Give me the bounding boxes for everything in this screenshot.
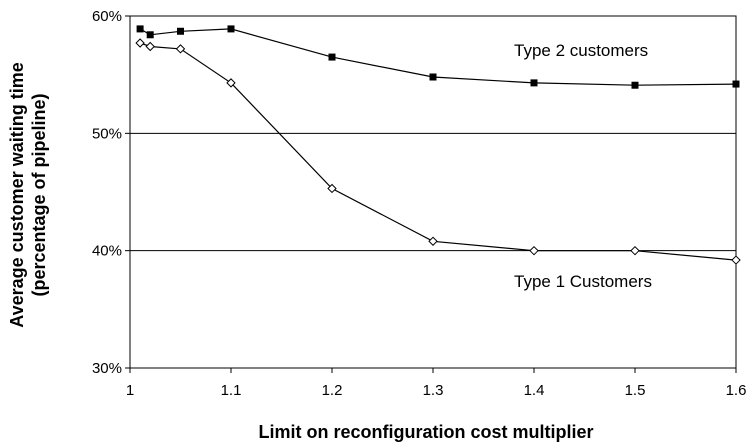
gridlines <box>130 15 736 369</box>
data-point <box>226 78 236 88</box>
x-tick-label: 1.5 <box>625 382 646 399</box>
data-point <box>145 41 155 52</box>
data-point <box>146 31 154 39</box>
data-point <box>529 245 539 256</box>
data-point <box>732 80 740 88</box>
data-point <box>136 25 144 33</box>
x-tick-label: 1.1 <box>221 382 242 399</box>
plot-area <box>129 15 737 369</box>
y-tick-label: 50% <box>92 125 122 142</box>
data-point <box>177 27 184 35</box>
data-point <box>135 38 145 48</box>
series-label-type1: Type 1 Customers <box>514 272 652 291</box>
data-point <box>631 81 639 89</box>
y-axis-title-line2: (percentage of pipeline) <box>29 93 49 296</box>
data-point <box>327 183 337 194</box>
x-axis-tick-labels: 1 1.1 1.2 1.3 1.4 1.5 1.6 <box>126 368 747 399</box>
data-point <box>530 79 538 87</box>
y-tick-label: 40% <box>92 243 122 260</box>
data-point <box>630 245 640 256</box>
y-tick-label: 30% <box>92 360 122 377</box>
series-type2 <box>136 25 740 89</box>
series-label-type2: Type 2 customers <box>514 41 648 60</box>
data-point <box>731 255 741 265</box>
x-tick-label: 1.2 <box>322 382 343 399</box>
x-tick-label: 1.6 <box>726 382 747 399</box>
x-tick-label: 1 <box>126 382 134 399</box>
series-type1 <box>135 38 741 265</box>
y-axis-tick-labels: 30% 40% 50% 60% <box>92 8 130 377</box>
series-line <box>139 42 737 261</box>
data-point <box>175 44 186 54</box>
y-tick-label: 60% <box>92 8 122 25</box>
data-point <box>428 236 438 246</box>
series-layer <box>135 25 741 265</box>
x-axis-title: Limit on reconfiguration cost multiplier <box>258 422 593 442</box>
data-point <box>227 25 235 33</box>
y-axis-title-line1: Average customer waiting time <box>7 62 27 327</box>
data-point <box>429 73 437 81</box>
y-axis-title: Average customer waiting time (percentag… <box>7 62 49 327</box>
x-tick-label: 1.3 <box>423 382 444 399</box>
x-tick-label: 1.4 <box>524 382 545 399</box>
data-point <box>328 53 336 61</box>
